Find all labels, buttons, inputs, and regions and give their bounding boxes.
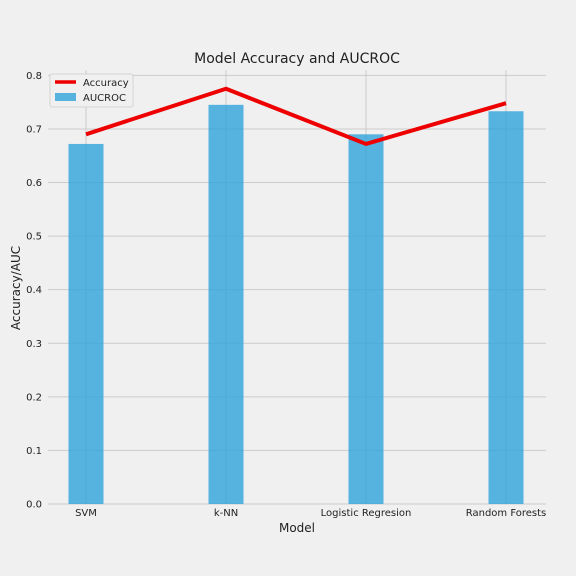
bar-series-aucroc [68, 104, 524, 505]
y-tick-label: 0.0 [26, 500, 42, 511]
x-tick-label: Logistic Regresion [321, 508, 412, 519]
y-axis-label: Accuracy/AUC [9, 246, 23, 330]
legend-label-accuracy: Accuracy [83, 78, 129, 89]
legend: Accuracy AUCROC [49, 73, 134, 108]
bar-svm [68, 143, 104, 504]
accuracy-line [85, 86, 507, 146]
y-tick-label: 0.5 [26, 232, 42, 243]
legend-label-aucroc: AUCROC [83, 93, 126, 104]
bar-random-forests [488, 111, 524, 505]
x-axis-ticks: SVM k-NN Logistic Regresion Random Forests [75, 508, 546, 519]
x-tick-label: SVM [75, 508, 97, 519]
x-tick-label: Random Forests [466, 508, 546, 519]
y-tick-label: 0.1 [26, 446, 42, 457]
chart-title: Model Accuracy and AUCROC [194, 51, 400, 67]
y-tick-label: 0.6 [26, 178, 42, 189]
legend-swatch-aucroc [55, 93, 76, 101]
y-tick-label: 0.8 [26, 71, 42, 82]
y-tick-label: 0.7 [26, 124, 42, 135]
bar-logistic-regresion [348, 134, 384, 504]
line-series-accuracy [85, 86, 507, 146]
y-tick-label: 0.2 [26, 392, 42, 403]
x-axis-label: Model [279, 521, 315, 535]
bar-k-nn [208, 104, 244, 505]
x-tick-label: k-NN [214, 508, 238, 519]
y-axis-ticks: 0.0 0.1 0.2 0.3 0.4 0.5 0.6 0.7 0.8 [26, 71, 42, 511]
y-tick-label: 0.3 [26, 339, 42, 350]
y-tick-label: 0.4 [26, 285, 42, 296]
